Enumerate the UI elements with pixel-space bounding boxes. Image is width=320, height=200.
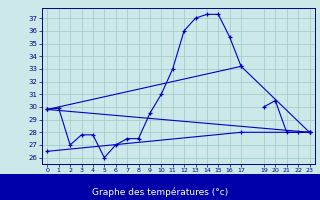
Text: Graphe des températures (°c): Graphe des températures (°c) <box>92 187 228 197</box>
